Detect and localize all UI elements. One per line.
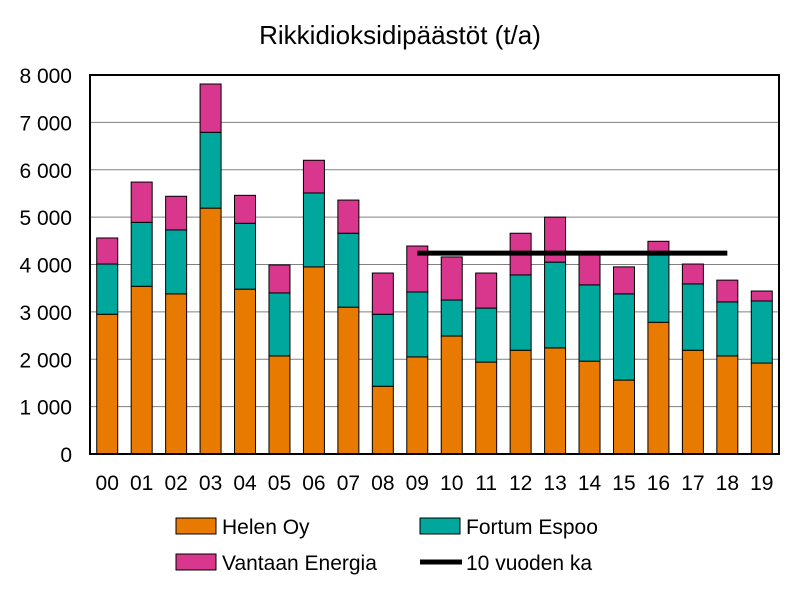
- bar-segment-helen-oy: [681, 349, 704, 455]
- y-tick-label: 4 000: [19, 255, 72, 278]
- x-tick-label: 08: [371, 472, 394, 495]
- bar-segment-fortum-espoo: [406, 291, 429, 358]
- bar-segment-vantaan-energia: [234, 194, 257, 224]
- bar-segment-fortum-espoo: [199, 131, 222, 209]
- bar-segment-fortum-espoo: [681, 283, 704, 351]
- bar-segment-vantaan-energia: [371, 272, 394, 315]
- bar-segment-vantaan-energia: [578, 253, 601, 286]
- bar-segment-vantaan-energia: [681, 263, 704, 285]
- bar-segment-helen-oy: [612, 379, 635, 455]
- x-tick-label: 01: [130, 472, 153, 495]
- bar-segment-helen-oy: [406, 356, 429, 455]
- x-tick-label: 13: [543, 472, 566, 495]
- y-tick-label: 5 000: [19, 207, 72, 230]
- x-tick-label: 05: [268, 472, 291, 495]
- bar-segment-helen-oy: [475, 361, 498, 455]
- bar-segment-fortum-espoo: [268, 292, 291, 357]
- bar-segment-fortum-espoo: [302, 192, 325, 268]
- bar-segment-vantaan-energia: [475, 272, 498, 309]
- bar-segment-helen-oy: [302, 266, 325, 455]
- bar-segment-helen-oy: [337, 306, 360, 455]
- bar-segment-fortum-espoo: [509, 274, 532, 351]
- bar-segment-vantaan-energia: [716, 279, 739, 303]
- y-tick-label: 8 000: [19, 65, 72, 88]
- bar-segment-fortum-espoo: [130, 221, 153, 287]
- x-tick-label: 04: [233, 472, 257, 495]
- bar-segment-fortum-espoo: [234, 222, 257, 290]
- bar-segment-vantaan-energia: [165, 195, 188, 231]
- bar-segment-fortum-espoo: [544, 261, 567, 349]
- legend-label-fortum: Fortum Espoo: [466, 516, 598, 539]
- bar-segment-vantaan-energia: [337, 199, 360, 234]
- x-tick-label: 00: [96, 472, 119, 495]
- chart-title: Rikkidioksidipäästöt (t/a): [259, 20, 541, 50]
- bar-segment-vantaan-energia: [199, 83, 222, 133]
- x-tick-label: 14: [578, 472, 602, 495]
- legend-label-average: 10 vuoden ka: [466, 552, 592, 575]
- bar-segment-fortum-espoo: [337, 232, 360, 308]
- x-tick-label: 15: [612, 472, 635, 495]
- x-tick-label: 02: [164, 472, 187, 495]
- y-tick-label: 3 000: [19, 302, 72, 325]
- x-tick-label: 09: [406, 472, 429, 495]
- bar-segment-fortum-espoo: [440, 299, 463, 337]
- legend-label-vantaa: Vantaan Energia: [222, 552, 377, 575]
- bar-segment-fortum-espoo: [578, 284, 601, 362]
- bar-segment-fortum-espoo: [371, 313, 394, 387]
- bar-segment-helen-oy: [509, 349, 532, 455]
- bar-segment-helen-oy: [165, 293, 188, 455]
- y-tick-label: 6 000: [19, 160, 72, 183]
- legend-swatch-vantaa: [175, 553, 217, 571]
- y-tick-label: 0: [60, 444, 72, 467]
- x-tick-label: 06: [302, 472, 325, 495]
- bar-segment-helen-oy: [268, 355, 291, 455]
- x-tick-label: 07: [337, 472, 360, 495]
- bar-segment-helen-oy: [716, 355, 739, 455]
- x-tick-label: 19: [750, 472, 773, 495]
- bar-segment-fortum-espoo: [612, 293, 635, 381]
- bar-segment-vantaan-energia: [406, 245, 429, 293]
- plot-area-border: [89, 74, 780, 455]
- bar-segment-helen-oy: [130, 285, 153, 455]
- bar-segment-fortum-espoo: [647, 254, 670, 323]
- bar-segment-vantaan-energia: [750, 290, 773, 302]
- x-tick-label: 03: [199, 472, 222, 495]
- x-tick-label: 16: [647, 472, 670, 495]
- x-tick-label: 17: [681, 472, 704, 495]
- bar-segment-helen-oy: [647, 321, 670, 455]
- x-tick-label: 18: [716, 472, 739, 495]
- bar-segment-fortum-espoo: [96, 263, 119, 315]
- bar-segment-helen-oy: [544, 347, 567, 455]
- x-tick-label: 12: [509, 472, 532, 495]
- bar-segment-helen-oy: [234, 288, 257, 455]
- bar-segment-vantaan-energia: [302, 159, 325, 194]
- bar-segment-fortum-espoo: [716, 301, 739, 357]
- y-tick-label: 1 000: [19, 397, 72, 420]
- bar-segment-vantaan-energia: [96, 237, 119, 265]
- bar-segment-helen-oy: [578, 360, 601, 455]
- bar-segment-helen-oy: [96, 313, 119, 455]
- bar-segment-fortum-espoo: [475, 307, 498, 363]
- legend-swatch-fortum: [419, 517, 461, 535]
- legend: Helen Oy Fortum Espoo Vantaan Energia 10…: [175, 516, 598, 575]
- y-tick-label: 7 000: [19, 112, 72, 135]
- bar-segment-helen-oy: [199, 207, 222, 455]
- bar-segment-vantaan-energia: [612, 266, 635, 295]
- legend-swatch-helen: [175, 517, 217, 535]
- bar-segment-fortum-espoo: [750, 300, 773, 364]
- bar-segment-fortum-espoo: [165, 229, 188, 295]
- x-tick-label: 11: [475, 472, 497, 495]
- bar-segment-vantaan-energia: [440, 256, 463, 301]
- bar-segment-helen-oy: [750, 362, 773, 455]
- bar-segment-helen-oy: [440, 335, 463, 455]
- bar-segment-helen-oy: [371, 385, 394, 455]
- bar-segment-vantaan-energia: [130, 181, 153, 223]
- legend-label-helen: Helen Oy: [222, 516, 310, 539]
- x-tick-label: 10: [440, 472, 463, 495]
- y-tick-label: 2 000: [19, 349, 72, 372]
- bar-segment-vantaan-energia: [268, 264, 291, 294]
